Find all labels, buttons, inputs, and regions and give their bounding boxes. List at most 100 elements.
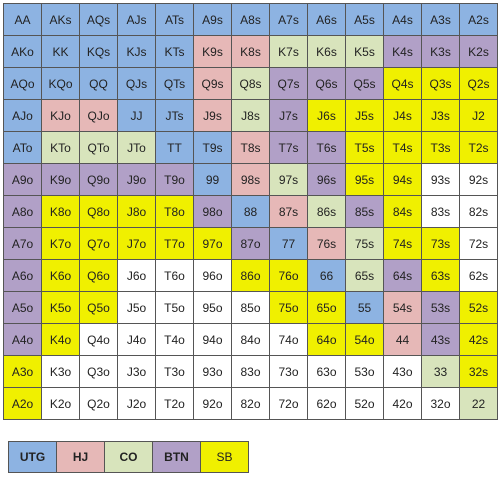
hand-cell: KJs: [118, 36, 156, 68]
hand-cell: 82o: [232, 388, 270, 420]
hand-cell: 73s: [422, 228, 460, 260]
hand-cell: K2s: [460, 36, 498, 68]
hand-cell: A8o: [4, 196, 42, 228]
hand-cell: 96s: [308, 164, 346, 196]
hand-cell: 94s: [384, 164, 422, 196]
hand-cell: T8s: [232, 132, 270, 164]
hand-cell: J3o: [118, 356, 156, 388]
hand-cell: 43s: [422, 324, 460, 356]
hand-cell: Q4s: [384, 68, 422, 100]
hand-cell: Q2o: [80, 388, 118, 420]
hand-cell: Q8o: [80, 196, 118, 228]
hand-cell: T9o: [156, 164, 194, 196]
hand-cell: AJs: [118, 4, 156, 36]
hand-cell: AQs: [80, 4, 118, 36]
hand-cell: KJo: [42, 100, 80, 132]
hand-cell: 77: [270, 228, 308, 260]
hand-cell: A8s: [232, 4, 270, 36]
hand-cell: 66: [308, 260, 346, 292]
hand-cell: 93s: [422, 164, 460, 196]
hand-cell: 32o: [422, 388, 460, 420]
hand-cell: ATs: [156, 4, 194, 36]
hand-cell: 87s: [270, 196, 308, 228]
hand-cell: Q3s: [422, 68, 460, 100]
hand-cell: 85s: [346, 196, 384, 228]
hand-cell: J4o: [118, 324, 156, 356]
hand-cell: A4o: [4, 324, 42, 356]
hand-cell: 44: [384, 324, 422, 356]
hand-cell: 75s: [346, 228, 384, 260]
hand-cell: 95o: [194, 292, 232, 324]
hand-cell: Q5o: [80, 292, 118, 324]
hand-cell: 52s: [460, 292, 498, 324]
hand-cell: QJo: [80, 100, 118, 132]
hand-cell: Q3o: [80, 356, 118, 388]
hand-cell: 98s: [232, 164, 270, 196]
hand-cell: J7s: [270, 100, 308, 132]
hand-cell: 62s: [460, 260, 498, 292]
hand-cell: 63o: [308, 356, 346, 388]
hand-cell: AKs: [42, 4, 80, 36]
hand-cell: J2o: [118, 388, 156, 420]
hand-cell: JTo: [118, 132, 156, 164]
hand-cell: Q5s: [346, 68, 384, 100]
hand-cell: AKo: [4, 36, 42, 68]
hand-cell: JJ: [118, 100, 156, 132]
hand-cell: 33: [422, 356, 460, 388]
hand-cell: 55: [346, 292, 384, 324]
hand-cell: A9s: [194, 4, 232, 36]
hand-cell: AJo: [4, 100, 42, 132]
hand-cell: J7o: [118, 228, 156, 260]
hand-cell: J8o: [118, 196, 156, 228]
hand-cell: K4s: [384, 36, 422, 68]
hand-cell: J3s: [422, 100, 460, 132]
hand-cell: J5o: [118, 292, 156, 324]
hand-cell: T4o: [156, 324, 194, 356]
hand-cell: A3o: [4, 356, 42, 388]
hand-cell: 22: [460, 388, 498, 420]
hand-cell: 62o: [308, 388, 346, 420]
hand-cell: K3o: [42, 356, 80, 388]
hand-cell: 43o: [384, 356, 422, 388]
hand-cell: T9s: [194, 132, 232, 164]
hand-cell: 42o: [384, 388, 422, 420]
hand-cell: A6o: [4, 260, 42, 292]
hand-cell: A4s: [384, 4, 422, 36]
hand-cell: K5o: [42, 292, 80, 324]
hand-cell: QTo: [80, 132, 118, 164]
hand-cell: 97o: [194, 228, 232, 260]
hand-cell: A2s: [460, 4, 498, 36]
hand-cell: 84o: [232, 324, 270, 356]
hand-cell: KK: [42, 36, 80, 68]
hand-cell: J6o: [118, 260, 156, 292]
hand-cell: 87o: [232, 228, 270, 260]
hand-cell: K7s: [270, 36, 308, 68]
hand-cell: T2o: [156, 388, 194, 420]
hand-cell: 65o: [308, 292, 346, 324]
hand-cell: 83s: [422, 196, 460, 228]
hand-cell: 85o: [232, 292, 270, 324]
legend-item: SB: [201, 442, 248, 472]
hand-cell: KQo: [42, 68, 80, 100]
hand-cell: 86s: [308, 196, 346, 228]
hand-cell: ATo: [4, 132, 42, 164]
hand-cell: J9s: [194, 100, 232, 132]
hand-cell: Q8s: [232, 68, 270, 100]
hand-cell: 96o: [194, 260, 232, 292]
hand-cell: 72s: [460, 228, 498, 260]
hand-cell: 52o: [346, 388, 384, 420]
hand-cell: TT: [156, 132, 194, 164]
hand-cell: A6s: [308, 4, 346, 36]
hand-cell: 98o: [194, 196, 232, 228]
hand-cell: 32s: [460, 356, 498, 388]
hand-cell: Q9o: [80, 164, 118, 196]
hand-cell: T3s: [422, 132, 460, 164]
hand-cell: K9o: [42, 164, 80, 196]
hand-cell: Q6o: [80, 260, 118, 292]
hand-cell: A9o: [4, 164, 42, 196]
hand-cell: T5o: [156, 292, 194, 324]
hand-cell: 82s: [460, 196, 498, 228]
hand-cell: 95s: [346, 164, 384, 196]
hand-cell: T8o: [156, 196, 194, 228]
